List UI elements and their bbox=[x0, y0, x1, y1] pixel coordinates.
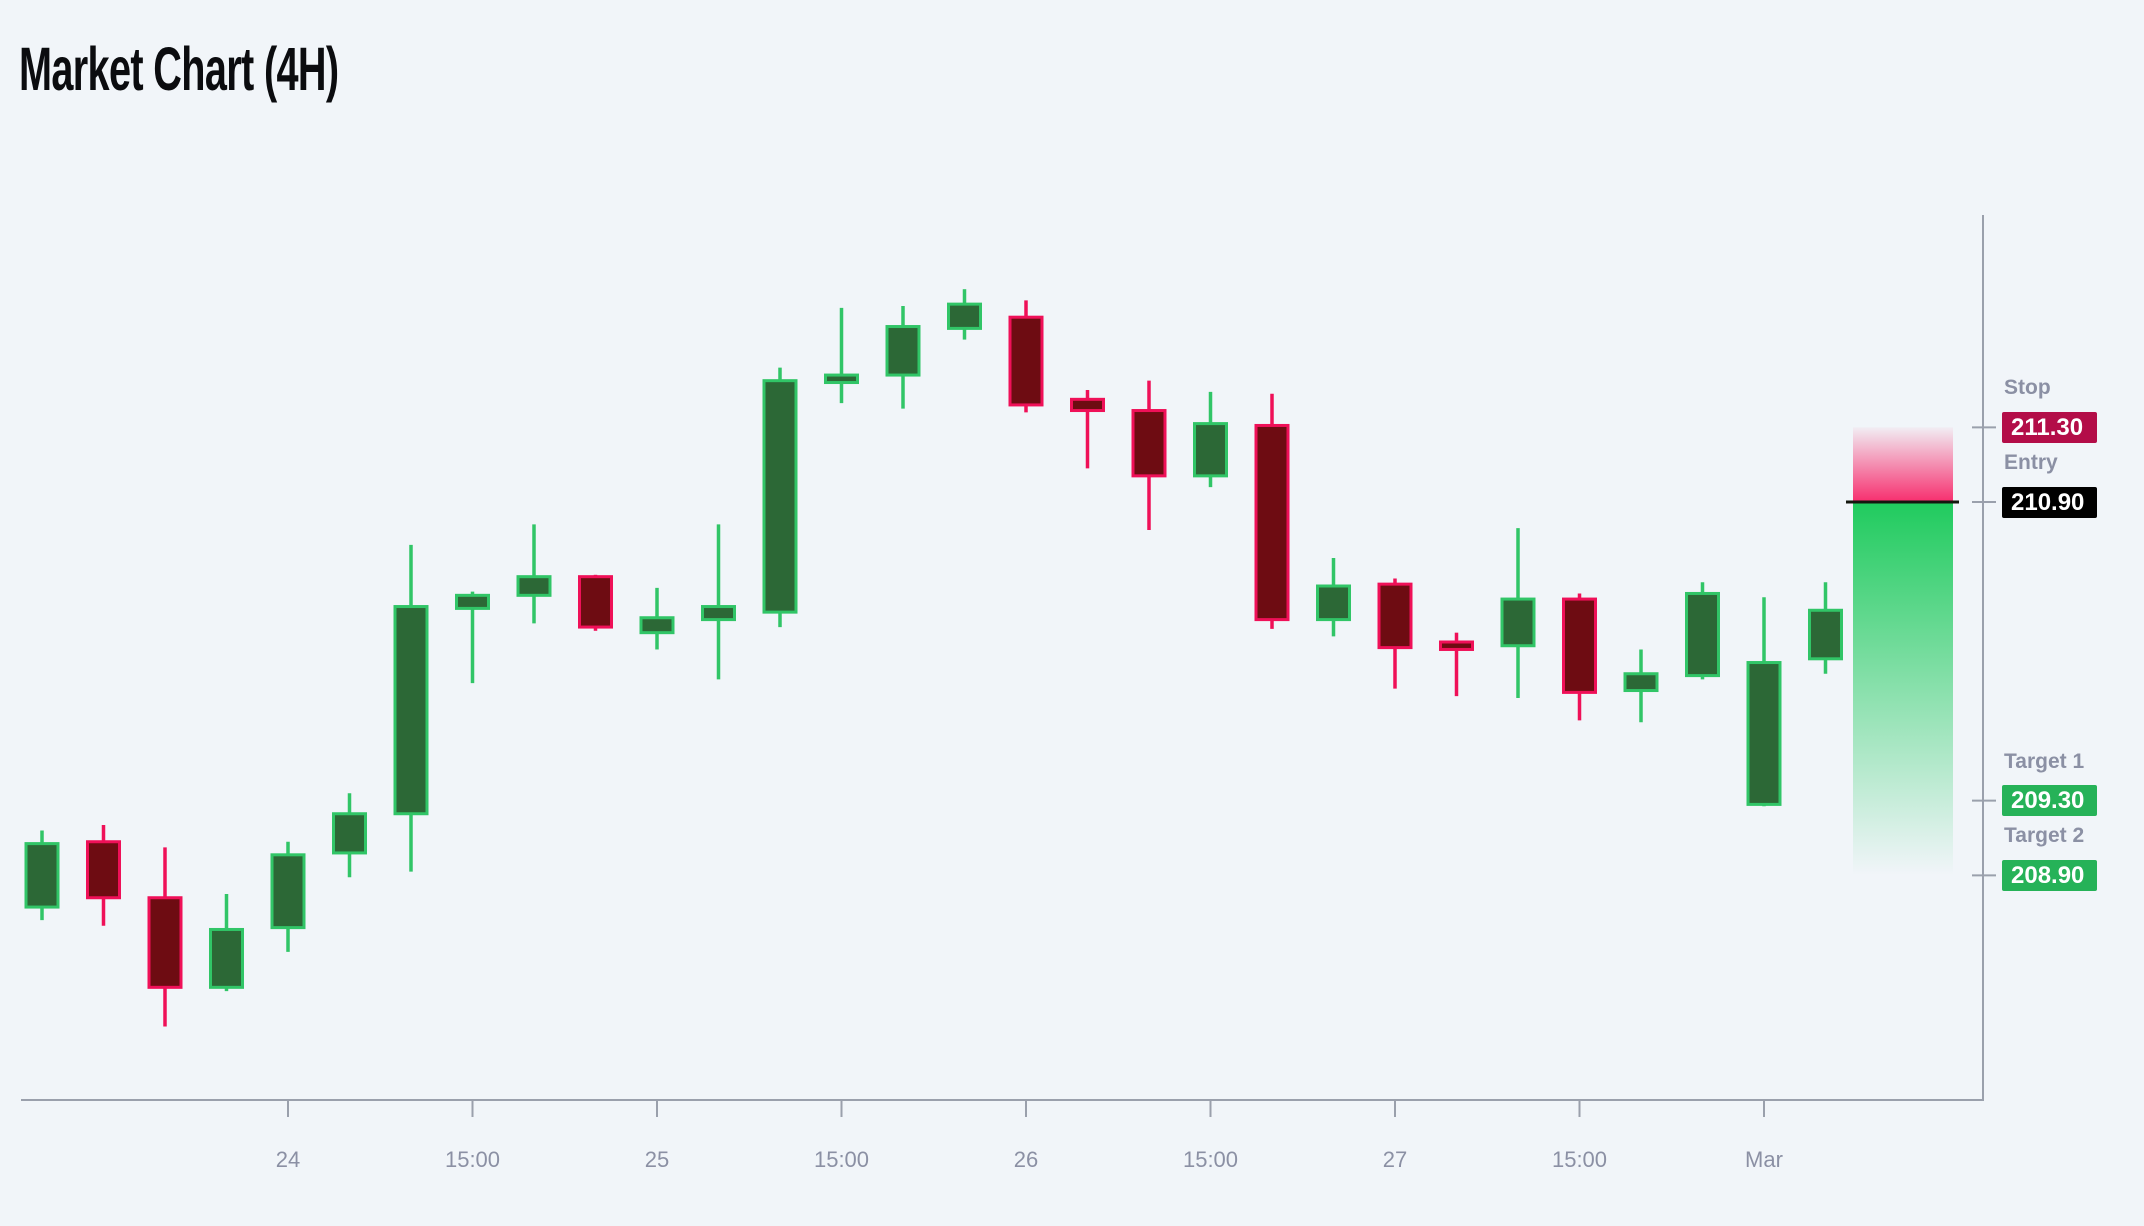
page-title-text: Market Chart (4H) bbox=[19, 35, 339, 103]
candle-body-down bbox=[1008, 315, 1044, 407]
candle-body-up bbox=[947, 302, 982, 330]
candle-body-up bbox=[24, 842, 60, 909]
stop-price-badge: 211.30 bbox=[2002, 411, 2097, 443]
candle-body-up bbox=[270, 853, 306, 930]
candle-body-down bbox=[86, 840, 121, 900]
time-axis-label: 15:00 bbox=[1183, 1147, 1238, 1172]
level-row-target-2: Target 2 208.90 bbox=[2002, 824, 2142, 891]
target-1-price-badge: 209.30 bbox=[2002, 785, 2097, 817]
time-axis-label: 24 bbox=[276, 1147, 300, 1172]
candle-body-up bbox=[701, 605, 736, 622]
candle-body-up bbox=[1316, 584, 1351, 622]
candle-body-down bbox=[1254, 423, 1290, 622]
stop-label: Stop bbox=[2004, 376, 2051, 400]
candle-body-down bbox=[147, 896, 183, 989]
candle-body-up bbox=[762, 379, 798, 614]
candle-body-down bbox=[1377, 582, 1413, 650]
target-2-label: Target 2 bbox=[2004, 824, 2085, 848]
candle-body-down bbox=[1070, 397, 1105, 413]
candle-body-up bbox=[1193, 422, 1228, 478]
entry-price-badge: 210.90 bbox=[2002, 486, 2097, 518]
candle-body-down bbox=[1562, 597, 1597, 694]
time-axis-label: 25 bbox=[645, 1147, 669, 1172]
target-1-label: Target 1 bbox=[2004, 749, 2085, 773]
level-row-entry: Entry 210.90 bbox=[2002, 451, 2142, 518]
target-2-price-badge: 208.90 bbox=[2002, 859, 2097, 891]
risk-zone bbox=[1853, 427, 1953, 502]
candle-body-up bbox=[209, 927, 244, 989]
time-axis-label: Mar bbox=[1745, 1147, 1783, 1172]
candle-body-up bbox=[1746, 661, 1782, 806]
candle-body-up bbox=[393, 605, 429, 816]
candle-body-down bbox=[1439, 640, 1474, 651]
time-axis-label: 15:00 bbox=[1552, 1147, 1607, 1172]
candle-body-up bbox=[1500, 597, 1536, 648]
time-axis-label: 26 bbox=[1014, 1147, 1038, 1172]
candle-body-up bbox=[824, 373, 859, 385]
candle-body-up bbox=[332, 812, 367, 855]
entry-label: Entry bbox=[2004, 451, 2058, 474]
candle-body-up bbox=[1685, 591, 1720, 678]
candle-body-up bbox=[455, 593, 490, 610]
candle-body-up bbox=[1808, 608, 1843, 661]
candle-body-up bbox=[516, 575, 552, 597]
candle-body-up bbox=[885, 325, 921, 377]
time-axis-label: 15:00 bbox=[814, 1147, 869, 1172]
time-axis-label: 27 bbox=[1383, 1147, 1407, 1172]
time-axis-label: 15:00 bbox=[445, 1147, 500, 1172]
level-row-stop: Stop 211.30 bbox=[2002, 376, 2142, 443]
level-row-target-1: Target 1 209.30 bbox=[2002, 749, 2142, 817]
candle-body-up bbox=[1623, 672, 1659, 693]
candle-body-down bbox=[578, 575, 613, 629]
candle-body-up bbox=[639, 616, 675, 635]
reward-zone bbox=[1853, 502, 1953, 876]
candle-body-down bbox=[1131, 409, 1167, 478]
page-title: Market Chart (4H) bbox=[19, 34, 510, 104]
